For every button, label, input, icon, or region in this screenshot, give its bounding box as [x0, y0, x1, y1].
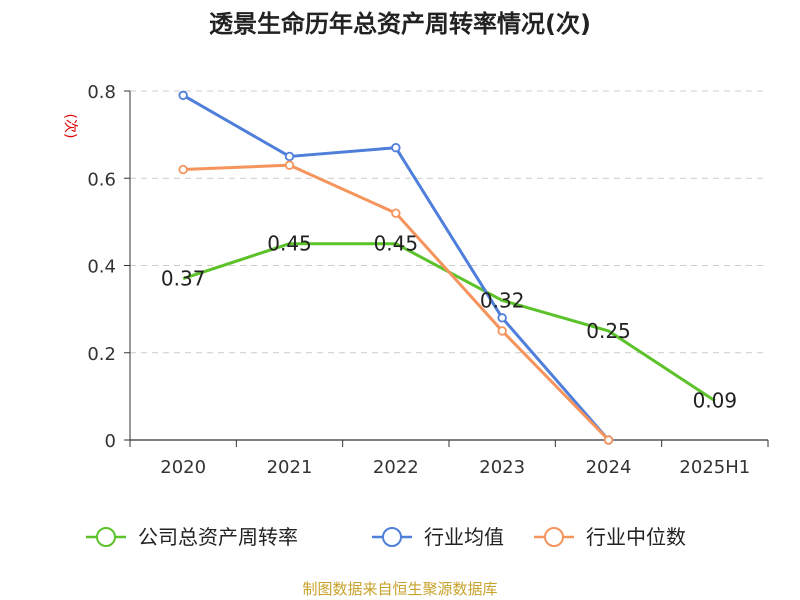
- data-label: 0.45: [374, 232, 419, 256]
- data-point-marker: [391, 143, 401, 153]
- y-tick-label: 0.6: [87, 169, 116, 190]
- data-label: 0.25: [586, 319, 631, 343]
- data-point-marker: [603, 435, 614, 445]
- data-point-marker: [178, 90, 188, 101]
- x-tick-label: 2021: [267, 457, 313, 478]
- x-tick-label: 2024: [586, 457, 632, 478]
- x-tick-label: 2023: [479, 457, 525, 478]
- x-tick-label: 2020: [160, 457, 206, 478]
- data-point-marker: [178, 164, 188, 175]
- data-label: 0.09: [693, 389, 738, 413]
- data-point-marker: [497, 313, 507, 323]
- series-lines: [178, 90, 716, 445]
- y-tick-label: 0.8: [87, 82, 116, 103]
- data-point-marker: [284, 160, 295, 170]
- data-point-marker: [497, 326, 507, 336]
- y-axis-label: (次): [62, 114, 78, 139]
- legend-swatch-marker: [382, 527, 402, 547]
- legend-swatch-marker: [544, 527, 564, 547]
- legend-label: 行业中位数: [586, 525, 686, 549]
- y-tick-label: 0: [105, 431, 116, 452]
- y-tick-label: 0.2: [87, 344, 116, 365]
- legend-item-1[interactable]: 行业均值: [372, 525, 504, 549]
- x-tick-label: 2025H1: [679, 457, 750, 478]
- axes: 0 0.2 0.4 0.6 0.8 2020 2021 2022 2023 2024 2025H1: [87, 82, 769, 478]
- legend-item-0[interactable]: 公司总资产周转率: [86, 525, 298, 549]
- data-label: 0.45: [267, 232, 312, 256]
- series-line-2: [183, 163, 610, 442]
- y-tick-label: 0.4: [87, 257, 116, 278]
- legend: 公司总资产周转率 行业均值 行业中位数: [86, 525, 686, 549]
- chart-title: 透景生命历年总资产周转率情况(次): [209, 10, 591, 38]
- x-tick-label: 2022: [373, 457, 419, 478]
- legend-label: 公司总资产周转率: [138, 525, 298, 549]
- legend-item-2[interactable]: 行业中位数: [534, 525, 686, 549]
- series-line-0: [182, 242, 716, 402]
- source-note: 制图数据来自恒生聚源数据库: [302, 580, 497, 598]
- gridlines: [130, 90, 768, 354]
- legend-swatch-marker: [96, 527, 116, 547]
- data-label: 0.37: [161, 267, 206, 291]
- data-point-marker: [284, 151, 295, 162]
- data-labels: 0.37 0.45 0.45 0.32 0.25 0.09: [161, 232, 737, 413]
- legend-label: 行业均值: [424, 525, 504, 549]
- data-point-marker: [391, 208, 401, 218]
- data-label: 0.32: [480, 288, 525, 312]
